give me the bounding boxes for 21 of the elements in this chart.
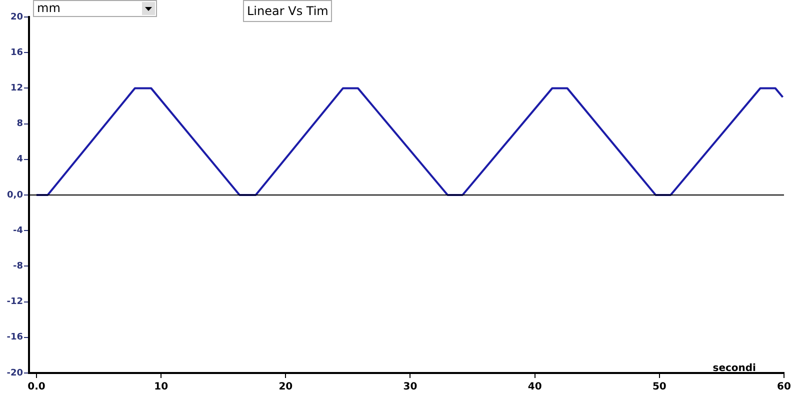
y-tick-label: -4 xyxy=(13,226,23,236)
y-axis-title: mm xyxy=(37,1,60,15)
y-tick-label: 4 xyxy=(16,154,23,165)
x-axis-title: secondi xyxy=(712,363,756,374)
y-tick-label: -16 xyxy=(6,332,23,343)
chart-title: Linear Vs Tim xyxy=(243,0,332,22)
y-tick-label: -8 xyxy=(13,262,23,272)
y-tick-label: 8 xyxy=(16,119,23,130)
x-tick-label: 20 xyxy=(278,382,293,393)
y-tick-label: 20 xyxy=(10,12,23,22)
x-tick-label: 0.0 xyxy=(28,382,46,393)
y-tick-label: -12 xyxy=(6,297,23,308)
y-tick-label: 16 xyxy=(10,48,23,58)
x-tick-label: 10 xyxy=(154,382,168,393)
x-tick-label: 60 xyxy=(777,382,791,393)
x-tick-label: 30 xyxy=(403,382,418,393)
y-tick-label: 0,0 xyxy=(7,190,23,200)
y-tick-label: -20 xyxy=(6,368,23,378)
y-tick-label: 12 xyxy=(10,84,23,94)
x-tick-label: 40 xyxy=(528,382,542,393)
x-tick-label: 50 xyxy=(652,382,666,393)
